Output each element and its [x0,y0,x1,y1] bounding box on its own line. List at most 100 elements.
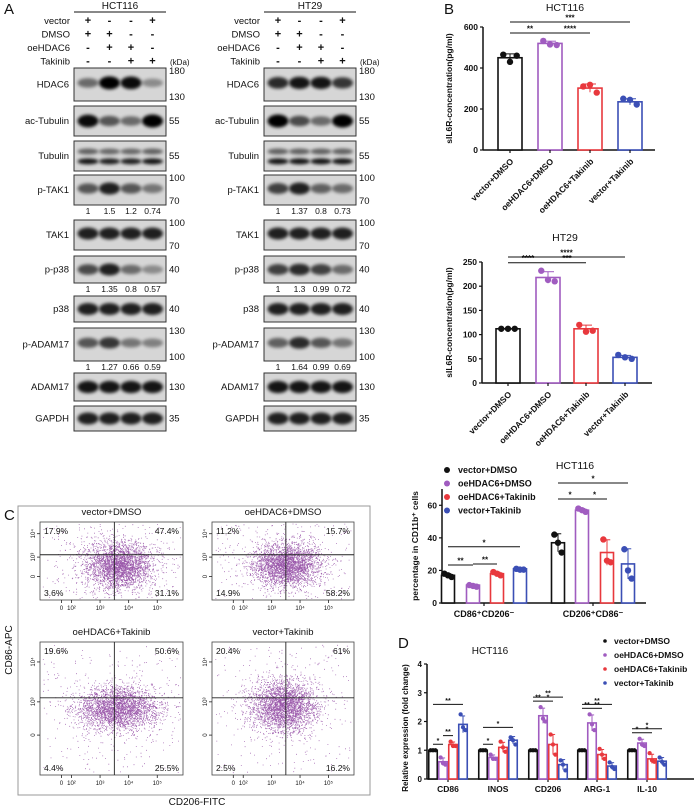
significance-label: * [482,538,486,547]
protein-band [142,265,163,274]
x-tick-label: 10³ [96,606,105,612]
data-point [659,759,665,764]
y-tick-label: 40 [428,533,438,543]
x-tick-label: 10³ [267,781,276,787]
significance-label: * [646,726,649,733]
bar [537,714,549,780]
kda-marker: 35 [169,414,180,425]
protein-band [77,380,99,394]
band-quantification: 0.66 [123,362,140,372]
y-tick-label: 3 [418,689,423,698]
data-point [553,752,558,757]
x-tick-label: 10³ [267,606,276,612]
x-tick-label: CD206 [535,784,562,794]
flow-plot-title: vector+DMSO [82,507,142,518]
kda-marker: 180 [359,66,375,77]
data-point [540,37,547,45]
protein-band [77,114,99,128]
data-point [488,752,493,757]
flow-plot-3 [209,641,355,778]
condition-label: Takinib [230,57,260,68]
band-quantification: 0.72 [334,284,351,294]
y-tick-label: 10⁴ [30,529,37,539]
legend-marker [444,480,450,487]
band-quantification: 1.27 [101,362,118,372]
data-point [553,41,560,49]
data-point [533,748,538,753]
data-point [548,732,553,737]
protein-band [77,303,99,315]
y-tick-label: 0 [418,775,423,784]
condition-label: vector [44,16,70,27]
y-tick-label: 0 [31,574,37,578]
quadrant-percentage: 20.4% [216,646,241,656]
kda-marker: 100 [169,352,185,363]
blot-membrane [73,140,167,172]
x-tick-label: 10⁴ [124,780,134,787]
quadrant-percentage: 3.6% [44,588,64,598]
condition-sign: - [108,56,112,68]
protein-band [267,303,289,315]
protein-band [332,338,353,348]
condition-sign: + [275,15,281,27]
quadrant-percentage: 58.2% [326,588,351,598]
kda-marker: 130 [169,382,185,393]
data-point [582,748,587,753]
bar [577,87,603,151]
band-quantification: 1.5 [104,206,116,216]
kda-marker: 40 [359,265,370,276]
data-point [520,566,527,573]
protein-band [267,412,289,425]
protein-band [310,158,332,165]
protein-band [99,337,120,349]
protein-band [77,337,99,348]
x-tick-label: 10⁴ [295,605,305,612]
protein-band [77,148,99,155]
data-point [586,81,594,89]
significance-label: ** [445,729,451,736]
condition-sign: + [296,42,302,54]
protein-band [289,76,310,89]
protein-band [267,337,289,348]
kda-unit: (kDa) [170,58,190,67]
x-tick-label: 10⁴ [124,605,134,612]
y-tick-label: 10³ [203,553,209,562]
protein-band [99,380,120,394]
protein-band [332,158,353,165]
condition-sign: + [149,56,155,68]
protein-label: GAPDH [225,414,259,425]
y-tick-label: 100 [463,330,477,340]
condition-sign: + [318,56,324,68]
y-tick-label: 10⁴ [30,657,37,667]
data-point [624,567,632,574]
x-tick-label: 10⁴ [295,780,305,787]
protein-band [99,115,120,127]
y-tick-label: 0 [473,145,478,155]
data-point [493,756,498,761]
protein-band [142,148,163,155]
x-tick-label: 0 [60,606,64,612]
condition-sign: - [151,29,155,41]
data-point [642,743,647,749]
condition-label: DMSO [42,30,71,41]
bar [427,749,439,780]
quadrant-percentage: 61% [333,646,350,656]
condition-label: DMSO [232,30,261,41]
condition-sign: + [318,42,324,54]
protein-band [120,338,142,348]
y-tick-label: 0 [472,378,477,388]
band-quantification: 0.99 [313,362,330,372]
protein-band [99,182,120,195]
quadrant-percentage: 47.4% [155,526,180,536]
protein-band [77,158,99,165]
protein-band [332,380,353,394]
data-point [513,742,518,747]
protein-band [142,380,163,394]
bar [535,276,561,384]
data-point [607,760,612,765]
data-point [652,759,657,764]
y-tick-label: 60 [428,500,438,510]
flow-plot-title: vector+Takinib [253,627,314,638]
kda-marker: 70 [359,241,370,252]
protein-band [332,264,353,275]
